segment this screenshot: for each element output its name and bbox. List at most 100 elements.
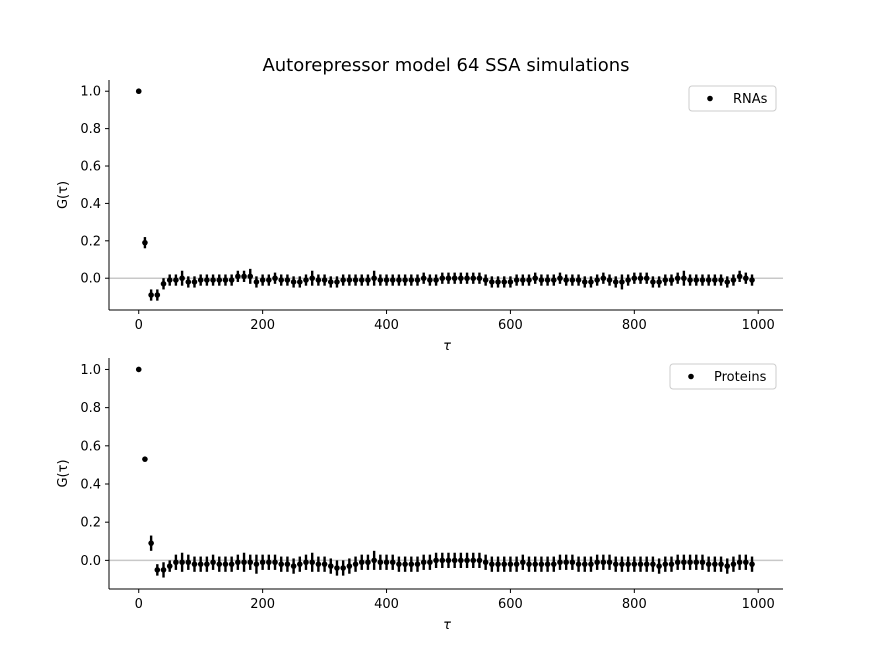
data-point — [656, 279, 662, 285]
y-tick-label: 0.8 — [80, 122, 101, 137]
data-point — [433, 277, 439, 283]
data-point — [216, 277, 223, 283]
data-point — [513, 561, 520, 567]
data-point — [377, 559, 384, 566]
data-point — [507, 279, 514, 285]
data-point — [358, 559, 365, 566]
legend-box — [688, 85, 777, 112]
legend-label: Proteins — [714, 370, 767, 385]
data-point — [681, 275, 687, 282]
data-point — [439, 557, 446, 564]
y-tick-label: 0.4 — [80, 197, 101, 212]
data-point — [569, 559, 576, 566]
data-point — [315, 561, 322, 567]
data-point — [594, 277, 600, 283]
data-point — [619, 561, 625, 567]
legend-marker — [707, 95, 713, 102]
data-point — [352, 561, 359, 567]
data-point — [346, 277, 353, 283]
data-point — [327, 563, 334, 569]
data-point — [408, 277, 415, 283]
data-point — [501, 561, 508, 567]
data-point — [743, 559, 749, 566]
data-point — [321, 277, 328, 283]
data-point — [699, 559, 706, 566]
data-point — [340, 565, 346, 571]
data-point — [507, 561, 514, 567]
x-tick-label: 0 — [135, 597, 143, 612]
data-point — [191, 279, 198, 285]
data-point — [259, 559, 266, 566]
data-point — [674, 559, 681, 566]
data-point — [365, 277, 371, 283]
data-point — [185, 279, 192, 285]
data-point — [427, 277, 433, 283]
data-point — [532, 275, 539, 282]
data-point — [631, 275, 638, 282]
legend-marker — [688, 373, 694, 380]
y-axis-label: G(τ) — [56, 459, 71, 487]
data-point — [489, 279, 495, 285]
data-point — [235, 559, 241, 566]
data-point — [705, 561, 712, 567]
data-point — [253, 279, 260, 285]
data-point — [687, 559, 693, 566]
data-point — [222, 277, 229, 283]
data-point — [290, 279, 297, 285]
data-point — [476, 275, 483, 282]
data-point — [606, 559, 613, 566]
data-point — [210, 559, 216, 566]
data-point — [625, 277, 631, 283]
x-tick-label: 800 — [622, 597, 647, 612]
data-point — [650, 279, 656, 285]
data-point — [377, 277, 384, 283]
data-point — [538, 277, 545, 283]
data-point — [600, 275, 607, 282]
data-point — [204, 277, 210, 283]
data-point — [563, 559, 569, 566]
data-point — [631, 561, 638, 567]
data-point — [154, 567, 161, 573]
data-point — [173, 277, 179, 283]
data-point — [266, 559, 272, 566]
data-point — [513, 277, 520, 283]
data-point — [142, 456, 148, 462]
data-point — [389, 277, 396, 283]
y-tick-label: 0.6 — [80, 439, 101, 454]
data-point — [427, 559, 433, 566]
data-point — [668, 561, 675, 567]
data-point — [142, 239, 148, 246]
data-point — [501, 279, 508, 285]
x-tick-label: 600 — [498, 318, 523, 333]
data-point — [520, 559, 526, 566]
data-point — [445, 557, 452, 564]
data-point — [228, 561, 235, 567]
data-point — [650, 561, 656, 567]
data-point — [705, 277, 712, 283]
data-point — [458, 275, 464, 282]
data-point — [135, 366, 142, 373]
data-point — [253, 561, 260, 567]
data-point — [166, 277, 173, 283]
y-tick-label: 0.8 — [80, 401, 101, 416]
data-point — [365, 559, 371, 566]
data-point — [526, 561, 532, 567]
x-tick-label: 1000 — [742, 318, 775, 333]
data-point — [309, 559, 315, 566]
data-point — [402, 561, 408, 567]
data-point — [371, 557, 377, 564]
data-point — [303, 559, 309, 566]
data-point — [482, 277, 489, 283]
data-point — [352, 277, 359, 283]
y-tick-label: 1.0 — [80, 85, 101, 100]
data-point — [396, 277, 402, 283]
data-point — [297, 279, 303, 285]
data-point — [458, 557, 464, 564]
y-tick-label: 0.6 — [80, 160, 101, 175]
data-point — [637, 561, 644, 567]
data-point — [712, 561, 718, 567]
data-point — [216, 561, 223, 567]
data-point — [619, 279, 625, 285]
data-point — [383, 559, 390, 566]
